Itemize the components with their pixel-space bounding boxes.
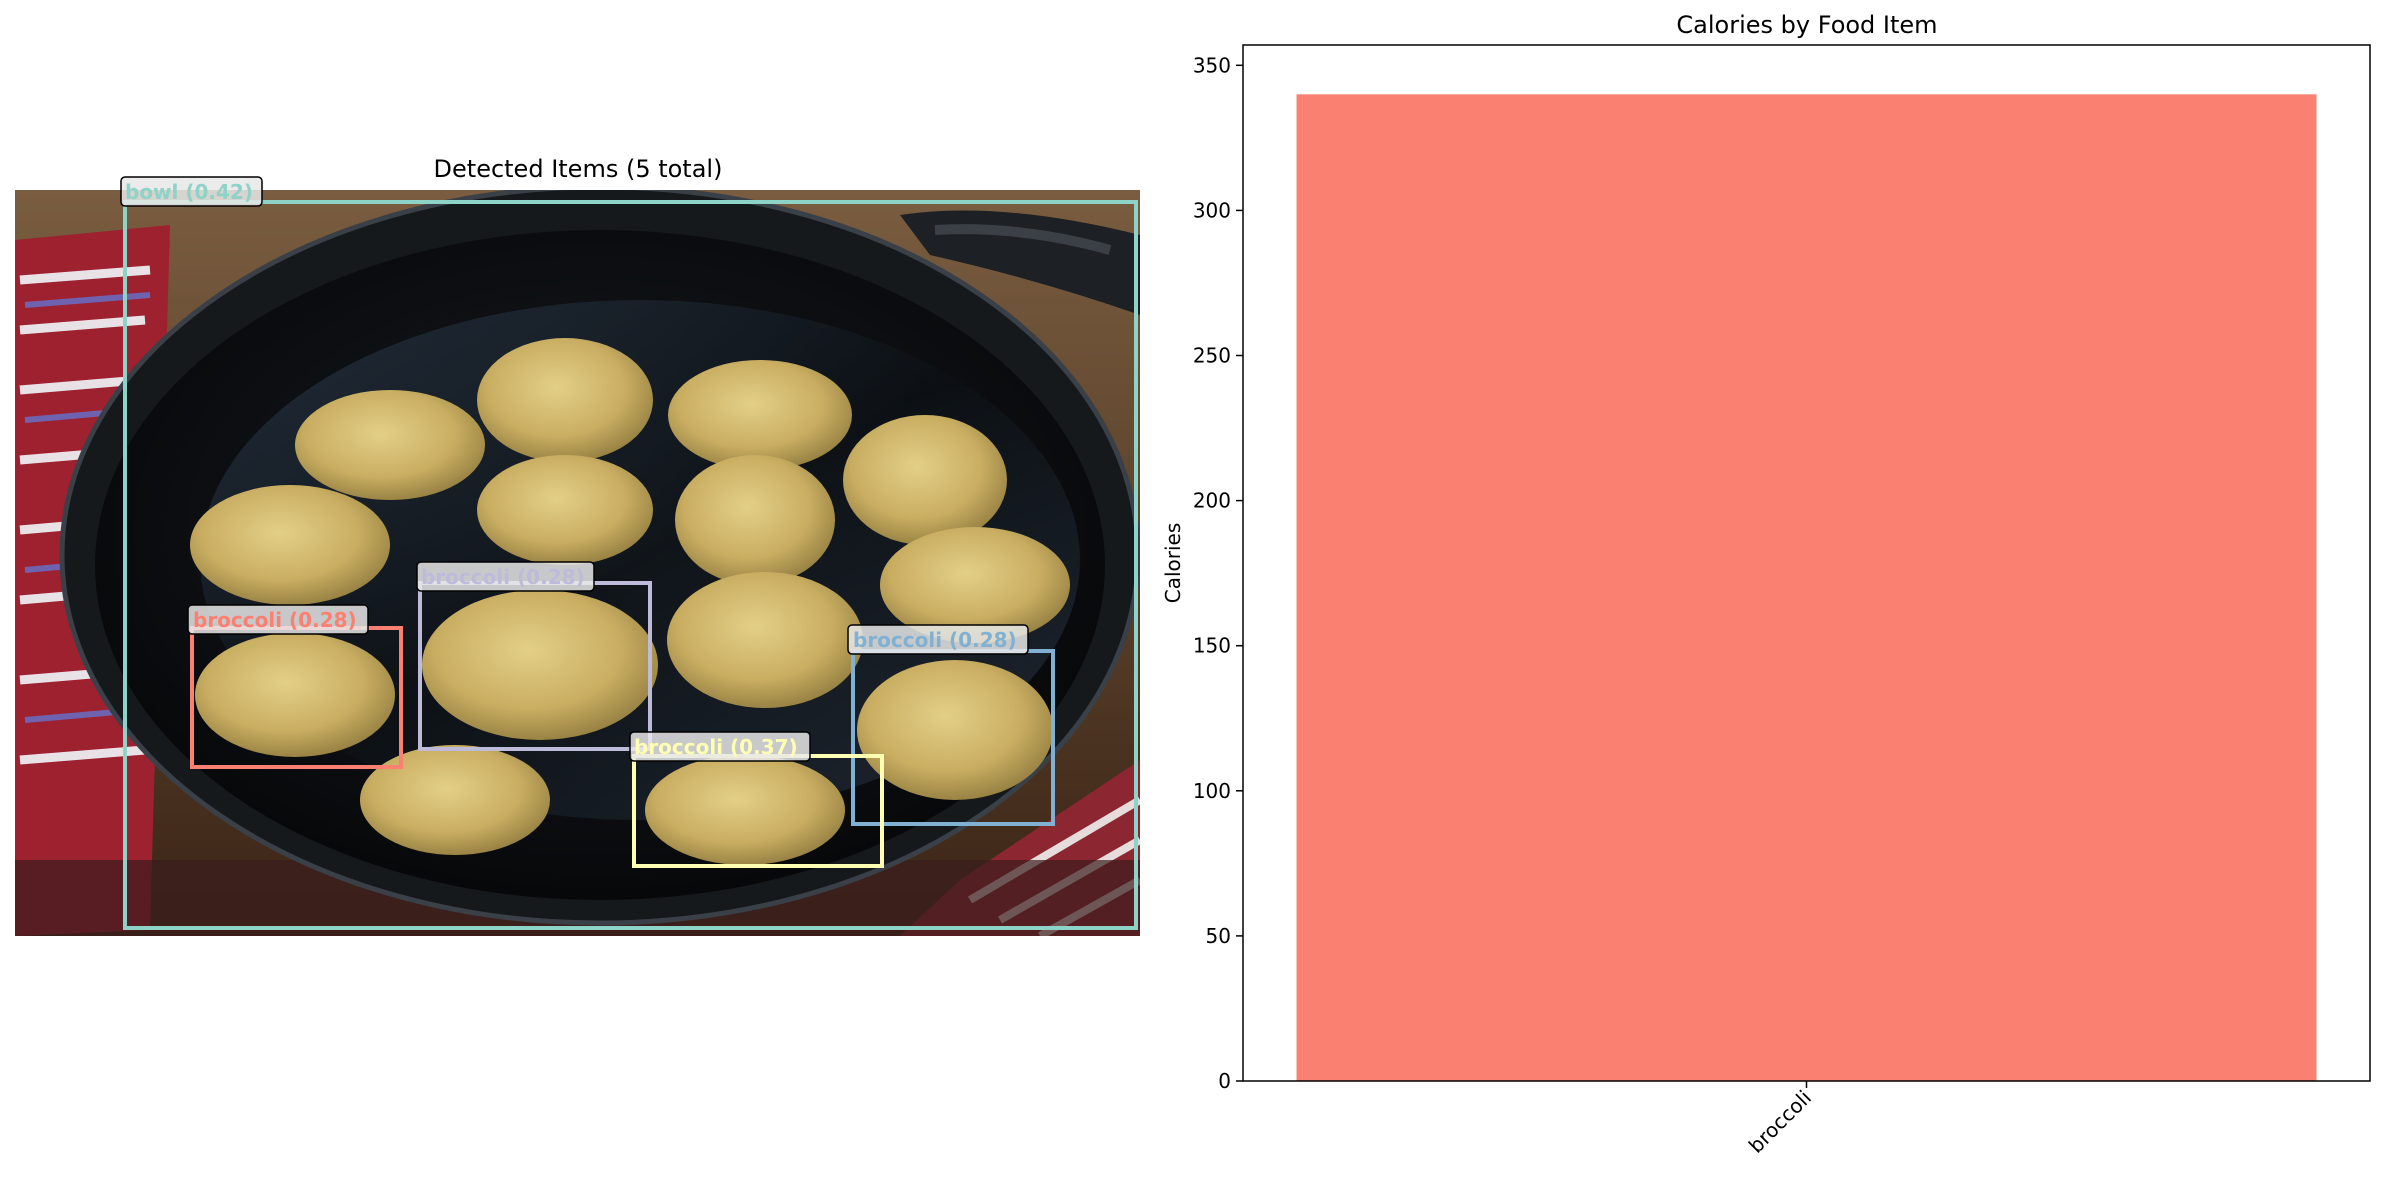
detection-tag-broccoli-1: broccoli (0.28) (416, 561, 595, 592)
detection-label-broccoli-3: broccoli (0.28) (853, 628, 1017, 652)
y-tick-label-300: 300 (1193, 198, 1231, 222)
y-axis: 0 50 100 150 200 250 300 350 (1193, 53, 1243, 1093)
calories-chart: Calories by Food Item 0 50 100 150 200 250 300… (1161, 11, 2371, 1158)
detection-tag-bowl: bowl (0.42) (120, 176, 263, 207)
food-photo (15, 190, 1140, 936)
x-tick-label-broccoli: broccoli (1744, 1086, 1816, 1158)
chart-title: Calories by Food Item (1676, 11, 1937, 39)
detection-labels: bowl (0.42) broccoli (0.28) broccoli (0.… (120, 176, 1029, 762)
y-tick-label-0: 0 (1218, 1069, 1231, 1093)
y-tick-label-150: 150 (1193, 634, 1231, 658)
detection-label-broccoli-2: broccoli (0.28) (193, 608, 357, 632)
y-tick-label-350: 350 (1193, 53, 1231, 77)
y-tick-label-250: 250 (1193, 344, 1231, 368)
chart-bars (1296, 94, 2317, 1082)
detection-panel-title: Detected Items (5 total) (434, 155, 723, 183)
detection-tag-broccoli-4: broccoli (0.37) (629, 731, 811, 762)
detection-label-broccoli-4: broccoli (0.37) (634, 735, 798, 759)
y-tick-label-200: 200 (1193, 489, 1231, 513)
bar-broccoli[interactable] (1296, 94, 2317, 1082)
detection-label-bowl: bowl (0.42) (125, 180, 253, 204)
chart-frame (1242, 44, 2371, 1082)
y-tick-label-100: 100 (1193, 779, 1231, 803)
y-tick-label-50: 50 (1206, 924, 1231, 948)
detection-panel: Detected Items (5 total) (15, 155, 1140, 936)
y-axis-label: Calories (1161, 523, 1185, 604)
detection-tag-broccoli-2: broccoli (0.28) (187, 604, 369, 635)
detection-label-broccoli-1: broccoli (0.28) (421, 565, 585, 589)
detection-tag-broccoli-3: broccoli (0.28) (847, 624, 1029, 655)
x-axis: broccoli (1744, 1081, 1816, 1158)
detection-box-bowl[interactable] (123, 200, 1138, 930)
